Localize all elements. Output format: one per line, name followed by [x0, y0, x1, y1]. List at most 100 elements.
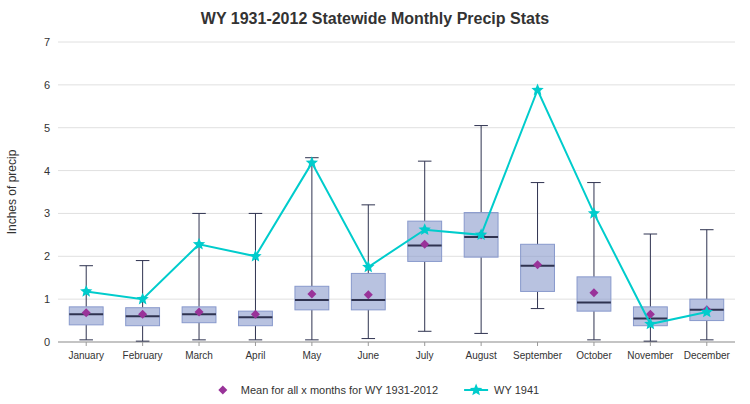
x-tick — [481, 342, 482, 346]
box-group — [182, 213, 216, 339]
star-marker — [644, 318, 656, 330]
x-tick — [537, 342, 538, 346]
grid-line — [58, 42, 735, 43]
star-marker — [306, 156, 318, 168]
mean-marker — [420, 240, 429, 249]
mean-marker — [364, 290, 373, 299]
upper-cap — [587, 182, 601, 183]
star-marker — [136, 293, 148, 305]
star-marker — [701, 306, 713, 318]
x-tick-label: January — [68, 350, 104, 361]
chart: WY 1931-2012 Statewide Monthly Precip St… — [0, 0, 750, 404]
upper-whisker — [593, 183, 594, 277]
box — [351, 273, 385, 309]
box-group — [633, 234, 667, 341]
box — [408, 221, 442, 261]
y-tick-label: 3 — [44, 207, 50, 219]
lower-cap — [531, 308, 545, 309]
legend-label: Mean for all x months for WY 1931-2012 — [241, 384, 438, 396]
lower-cap — [418, 331, 432, 332]
y-tick-label: 4 — [44, 165, 50, 177]
star-marker — [588, 207, 600, 219]
upper-cap — [531, 182, 545, 183]
grid-line — [58, 342, 735, 343]
x-tick-label: November — [627, 350, 674, 361]
grid-line — [58, 127, 735, 128]
grid-line — [58, 84, 735, 85]
lower-cap — [644, 341, 658, 342]
legend-item: Mean for all x months for WY 1931-2012 — [218, 384, 438, 396]
box-group — [464, 126, 498, 334]
upper-cap — [192, 213, 206, 214]
upper-cap — [249, 213, 263, 214]
x-tick-label: October — [576, 350, 612, 361]
box-group — [239, 213, 273, 339]
lower-cap — [587, 339, 601, 340]
x-tick — [424, 342, 425, 346]
x-tick — [86, 342, 87, 346]
box — [521, 244, 555, 291]
lower-whisker — [537, 291, 538, 308]
upper-cap — [644, 234, 658, 235]
box-group — [408, 161, 442, 331]
upper-whisker — [199, 213, 200, 306]
box — [182, 307, 216, 323]
y-tick-label: 1 — [44, 293, 50, 305]
upper-whisker — [706, 230, 707, 299]
line — [86, 90, 707, 324]
title: WY 1931-2012 Statewide Monthly Precip St… — [201, 10, 549, 27]
series-scatter — [82, 230, 712, 318]
box — [69, 307, 103, 325]
legend: Mean for all x months for WY 1931-2012 WY… — [218, 384, 539, 397]
lower-whisker — [199, 323, 200, 340]
mean-marker — [533, 260, 542, 269]
lower-cap — [474, 333, 488, 334]
upper-whisker — [311, 158, 312, 287]
series-line — [80, 84, 713, 330]
x-tick-label: September — [513, 350, 563, 361]
lower-whisker — [311, 310, 312, 340]
mean-marker — [251, 310, 260, 319]
lower-whisker — [142, 326, 143, 341]
star-marker — [193, 238, 205, 250]
box — [295, 286, 329, 310]
lower-whisker — [424, 261, 425, 331]
x-tick-label: June — [357, 350, 379, 361]
marks — [69, 84, 723, 342]
median — [295, 299, 329, 301]
y-tick-label: 7 — [44, 36, 50, 48]
box-group — [351, 205, 385, 339]
star-marker — [362, 261, 374, 273]
upper-cap — [700, 229, 714, 230]
lower-whisker — [706, 321, 707, 340]
box — [690, 299, 724, 320]
x-tick-label: December — [684, 350, 731, 361]
upper-cap — [418, 161, 432, 162]
box-group — [126, 261, 160, 342]
star-marker — [531, 84, 543, 96]
y-tick-label: 2 — [44, 250, 50, 262]
box-group — [690, 230, 724, 340]
mean-marker — [138, 310, 147, 319]
x-tick — [142, 342, 143, 346]
x-axis-line — [58, 342, 735, 343]
x-tick — [593, 342, 594, 346]
lower-cap — [362, 338, 376, 339]
box — [126, 308, 160, 326]
x-tick — [650, 342, 651, 346]
lower-cap — [700, 339, 714, 340]
mean-marker — [82, 308, 91, 317]
grid-line — [58, 256, 735, 257]
upper-cap — [79, 265, 93, 266]
upper-whisker — [255, 213, 256, 311]
x-tick-label: May — [302, 350, 321, 361]
upper-cap — [474, 125, 488, 126]
x-tick — [199, 342, 200, 346]
x-tick — [255, 342, 256, 346]
lower-whisker — [481, 257, 482, 333]
lower-cap — [79, 339, 93, 340]
x-tick-label: March — [185, 350, 213, 361]
lower-cap — [136, 341, 150, 342]
legend-item: WY 1941 — [464, 384, 539, 397]
mean-marker — [589, 288, 598, 297]
